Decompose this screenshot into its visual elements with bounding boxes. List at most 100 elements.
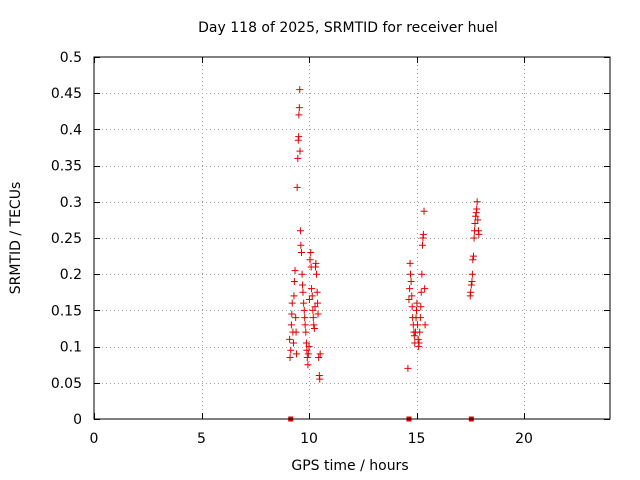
data-point [315, 353, 323, 361]
x-tick-label: 15 [408, 431, 426, 447]
x-tick-label: 5 [197, 431, 206, 447]
data-point [299, 288, 307, 296]
data-point [305, 343, 313, 351]
y-tick-label: 0.5 [60, 50, 82, 66]
data-point [296, 147, 304, 155]
data-point [404, 364, 412, 372]
x-tick-label: 10 [300, 431, 318, 447]
data-point [475, 230, 483, 238]
data-point [293, 183, 301, 191]
y-tick-label: 0.2 [60, 267, 82, 283]
data-point [305, 296, 313, 304]
data-point [303, 353, 311, 361]
data-point [297, 248, 305, 256]
data-point [314, 310, 322, 318]
data-point [406, 259, 414, 267]
y-axis-label: SRMTID / TECUs [8, 182, 24, 295]
data-point [290, 277, 298, 285]
data-point [469, 252, 477, 260]
data-point [287, 321, 295, 329]
data-point [290, 339, 298, 347]
data-point [473, 198, 481, 206]
data-point [311, 303, 319, 311]
data-point [300, 306, 308, 314]
data-point [296, 86, 304, 94]
data-point [295, 133, 303, 141]
data-point [419, 230, 427, 238]
data-point [307, 248, 315, 256]
data-point [415, 339, 423, 347]
data-point [419, 241, 427, 249]
data-point [292, 328, 300, 336]
data-point [421, 285, 429, 293]
data-point [302, 339, 310, 347]
data-point [304, 350, 312, 358]
y-tick-label: 0.45 [51, 86, 82, 102]
x-tick-labels: 0 5 10 15 20 [90, 431, 533, 447]
y-tick-label: 0 [73, 412, 82, 428]
data-point [316, 375, 324, 383]
data-point [308, 292, 316, 300]
data-point [416, 328, 424, 336]
data-point [309, 306, 317, 314]
data-point [286, 335, 294, 343]
data-point [414, 335, 422, 343]
data-point [291, 267, 299, 275]
data-point [468, 270, 476, 278]
x-axis-label: GPS time / hours [291, 458, 408, 474]
data-point [420, 207, 428, 215]
data-point [406, 270, 414, 278]
data-point [410, 332, 418, 340]
data-point [469, 256, 477, 264]
data-point [470, 234, 478, 242]
y-tick-label: 0.15 [51, 303, 82, 319]
data-point [309, 314, 317, 322]
axis-ticks [94, 57, 610, 420]
data-point [306, 256, 314, 264]
data-point [414, 321, 422, 329]
data-point [474, 216, 482, 224]
data-point [298, 270, 306, 278]
data-point [300, 299, 308, 307]
plot-frame [93, 56, 611, 420]
data-point [299, 281, 307, 289]
y-tick-label: 0.05 [51, 376, 82, 392]
data-point [310, 325, 318, 332]
data-point [308, 285, 316, 293]
data-point [303, 346, 311, 354]
data-point [421, 321, 429, 329]
data-point [295, 111, 303, 119]
data-point [407, 277, 415, 285]
data-point [471, 220, 479, 228]
data-point [472, 212, 480, 220]
data-point [301, 314, 309, 322]
data-point [316, 350, 324, 358]
data-point [417, 303, 425, 311]
data-point [313, 270, 321, 278]
y-tick-labels: 0 0.05 0.1 0.15 0.2 0.25 0.3 0.35 0.4 0.45 0.5 [51, 50, 82, 428]
data-point [297, 241, 305, 249]
data-point [301, 321, 309, 329]
data-point [413, 299, 421, 307]
data-point [405, 296, 413, 304]
data-point [313, 288, 321, 296]
data-point [312, 259, 320, 267]
data-point [406, 285, 414, 293]
x-tick-label: 0 [90, 431, 99, 447]
data-point [295, 104, 303, 112]
grid-lines [94, 57, 610, 419]
data-point [290, 292, 298, 300]
y-tick-label: 0.35 [51, 159, 82, 175]
y-tick-label: 0.25 [51, 231, 82, 247]
data-point [288, 299, 296, 307]
data-point [467, 281, 475, 289]
data-point [417, 288, 425, 296]
data-point [310, 321, 318, 329]
data-point [467, 288, 475, 296]
y-tick-label: 0.3 [60, 195, 82, 211]
data-point [413, 306, 420, 314]
data-point [473, 205, 481, 213]
data-point [287, 346, 295, 354]
data-point [288, 310, 296, 318]
data-point [302, 328, 310, 336]
